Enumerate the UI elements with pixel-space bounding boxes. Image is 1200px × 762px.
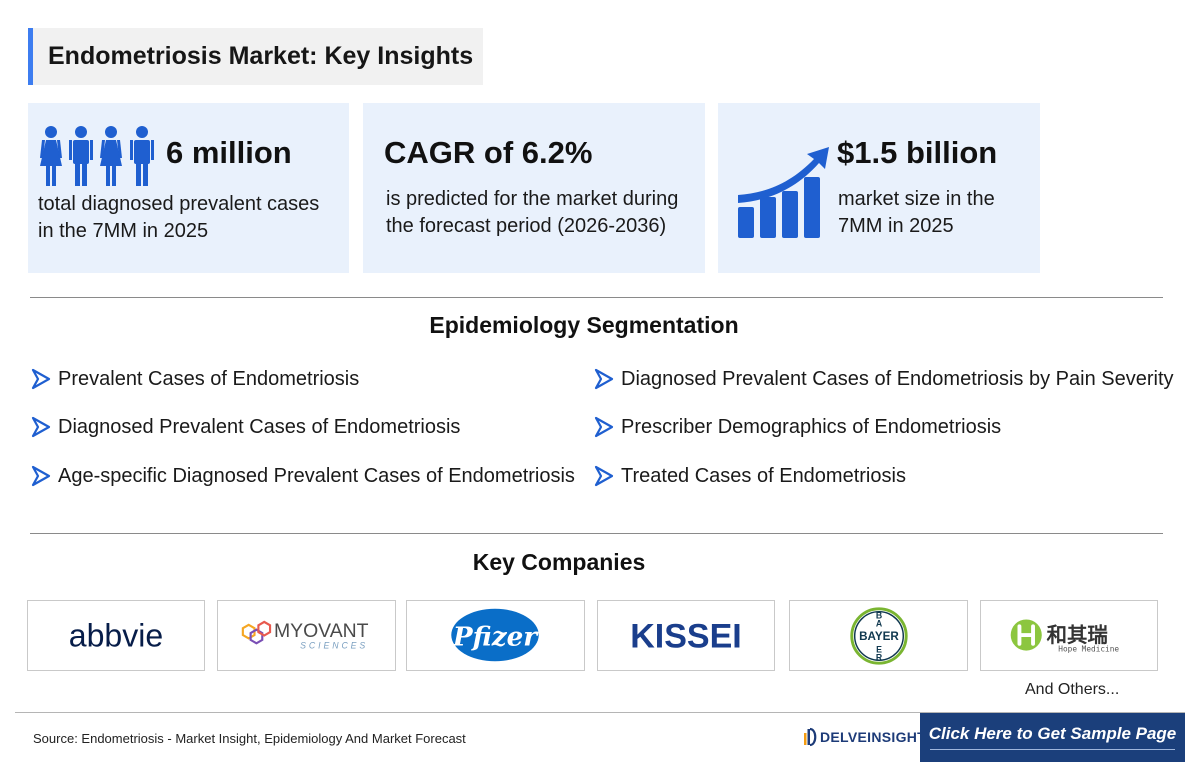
insight-card-cagr: CAGR of 6.2% is predicted for the market… <box>363 103 705 273</box>
section-divider <box>30 297 1163 298</box>
cagr-description-line: is predicted for the market during <box>386 188 679 210</box>
people-icon <box>40 126 154 186</box>
company-logo-pfizer: Pfizer <box>406 600 585 671</box>
chevron-right-icon <box>31 416 51 438</box>
segment-label: Prevalent Cases of Endometriosis <box>58 367 360 390</box>
market-size-description: market size in the 7MM in 2025 <box>838 186 1038 240</box>
chevron-right-icon <box>31 368 51 390</box>
segment-label: Diagnosed Prevalent Cases of Endometrios… <box>621 367 1174 390</box>
kissei-logo: KISSEI <box>630 618 741 656</box>
svg-text:E: E <box>876 645 882 655</box>
svg-text:B: B <box>876 610 882 620</box>
company-logo-hope-medicine: 和其瑞 Hope Medicine <box>980 600 1158 671</box>
segment-label: Prescriber Demographics of Endometriosis <box>621 415 1002 438</box>
title-accent-bar <box>28 28 33 85</box>
chevron-right-icon <box>594 416 614 438</box>
segment-label: Treated Cases of Endometriosis <box>621 464 906 487</box>
cta-label[interactable]: Click Here to Get Sample Page <box>928 724 1177 743</box>
segment-item: Prevalent Cases of Endometriosis <box>30 364 359 394</box>
svg-text:R: R <box>876 652 883 662</box>
and-others-label: And Others... <box>1025 681 1120 698</box>
delveinsight-brand: DELVEINSIGHT <box>803 727 926 747</box>
myovant-wordmark: MYOVANT <box>274 620 369 642</box>
delveinsight-wordmark: DELVEINSIGHT <box>820 729 927 745</box>
prevalence-value: 6 million <box>166 135 292 170</box>
kissei-wordmark: KISSEI <box>630 618 741 656</box>
market-size-value: $1.5 billion <box>837 135 998 170</box>
hope-medicine-chinese-name: 和其瑞 <box>1047 623 1108 647</box>
prevalence-description-line: in the 7MM in 2025 <box>38 220 209 242</box>
abbvie-logo: abbvie <box>69 618 163 654</box>
segment-item: Diagnosed Prevalent Cases of Endometrios… <box>30 412 460 442</box>
hope-medicine-logo: 和其瑞 Hope Medicine <box>1010 619 1119 654</box>
section-divider <box>30 533 1163 534</box>
cagr-value: CAGR of 6.2% <box>384 135 593 170</box>
abbvie-wordmark: abbvie <box>69 618 163 654</box>
pfizer-wordmark: Pfizer <box>452 622 539 653</box>
growth-chart-icon <box>738 147 829 238</box>
chevron-right-icon <box>594 368 614 390</box>
myovant-logo: MYOVANT SCIENCES <box>241 620 369 651</box>
footer-divider <box>15 712 1185 713</box>
myovant-sub: SCIENCES <box>300 641 368 651</box>
prevalence-description: total diagnosed prevalent cases in the 7… <box>38 191 343 245</box>
chevron-right-icon <box>31 465 51 487</box>
company-logo-myovant: MYOVANT SCIENCES <box>217 600 396 671</box>
hope-medicine-english-name: Hope Medicine <box>1058 645 1119 654</box>
segment-item: Age-specific Diagnosed Prevalent Cases o… <box>30 461 575 491</box>
segment-label: Age-specific Diagnosed Prevalent Cases o… <box>58 464 575 487</box>
cta-underline <box>930 749 1175 750</box>
svg-text:A: A <box>876 618 883 628</box>
epidemiology-section-title: Epidemiology Segmentation <box>429 312 739 338</box>
prevalence-description-line: total diagnosed prevalent cases <box>38 193 320 215</box>
bayer-wordmark: BAYER <box>859 630 899 643</box>
insight-card-prevalence: 6 million total diagnosed prevalent case… <box>28 103 349 273</box>
get-sample-page-button[interactable]: Click Here to Get Sample Page <box>920 713 1185 762</box>
company-logo-abbvie: abbvie <box>27 600 205 671</box>
company-logo-kissei: KISSEI <box>597 600 775 671</box>
header-title-box: Endometriosis Market: Key Insights <box>28 28 483 85</box>
segment-item: Treated Cases of Endometriosis <box>593 461 906 491</box>
segment-item: Prescriber Demographics of Endometriosis <box>593 412 1001 442</box>
delveinsight-logo-icon <box>804 727 817 747</box>
page-title: Endometriosis Market: Key Insights <box>48 42 474 70</box>
cagr-description-line: the forecast period (2026-2036) <box>386 215 667 237</box>
companies-section-title: Key Companies <box>472 549 646 575</box>
segment-item: Diagnosed Prevalent Cases of Endometrios… <box>593 364 1174 394</box>
market-size-description-line: 7MM in 2025 <box>838 215 954 237</box>
source-citation: Source: Endometriosis - Market Insight, … <box>33 731 466 746</box>
chevron-right-icon <box>594 465 614 487</box>
segment-label: Diagnosed Prevalent Cases of Endometrios… <box>58 415 461 438</box>
pfizer-logo: Pfizer <box>451 608 539 662</box>
bayer-logo: BAYER BA ER <box>850 607 908 665</box>
market-size-description-line: market size in the <box>838 188 995 210</box>
insight-card-market-size: $1.5 billion market size in the 7MM in 2… <box>718 103 1040 273</box>
cagr-description: is predicted for the market during the f… <box>386 186 706 240</box>
